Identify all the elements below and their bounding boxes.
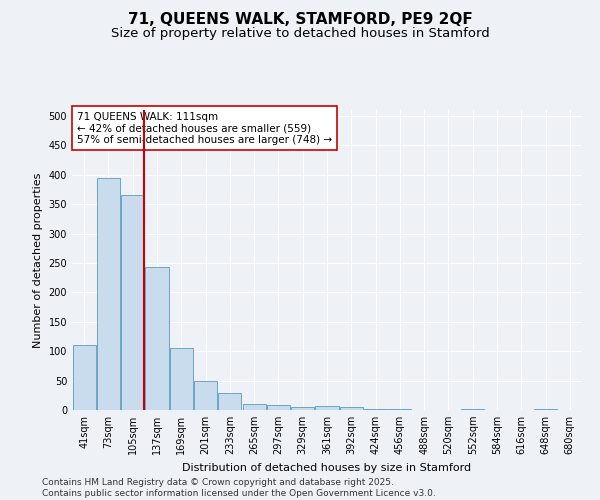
Bar xyxy=(97,178,120,410)
Bar xyxy=(291,407,314,410)
Text: 71 QUEENS WALK: 111sqm
← 42% of detached houses are smaller (559)
57% of semi-de: 71 QUEENS WALK: 111sqm ← 42% of detached… xyxy=(77,112,332,144)
Bar xyxy=(267,406,290,410)
Bar xyxy=(340,407,363,410)
Bar xyxy=(364,409,387,410)
Text: 71, QUEENS WALK, STAMFORD, PE9 2QF: 71, QUEENS WALK, STAMFORD, PE9 2QF xyxy=(128,12,472,28)
Bar xyxy=(316,406,338,410)
Bar xyxy=(121,196,144,410)
Bar xyxy=(218,393,241,410)
Y-axis label: Number of detached properties: Number of detached properties xyxy=(33,172,43,348)
Bar xyxy=(145,267,169,410)
Text: Size of property relative to detached houses in Stamford: Size of property relative to detached ho… xyxy=(110,28,490,40)
Bar xyxy=(242,404,266,410)
Bar xyxy=(73,346,95,410)
Text: Contains HM Land Registry data © Crown copyright and database right 2025.
Contai: Contains HM Land Registry data © Crown c… xyxy=(42,478,436,498)
X-axis label: Distribution of detached houses by size in Stamford: Distribution of detached houses by size … xyxy=(182,462,472,472)
Bar xyxy=(194,380,217,410)
Bar xyxy=(170,348,193,410)
